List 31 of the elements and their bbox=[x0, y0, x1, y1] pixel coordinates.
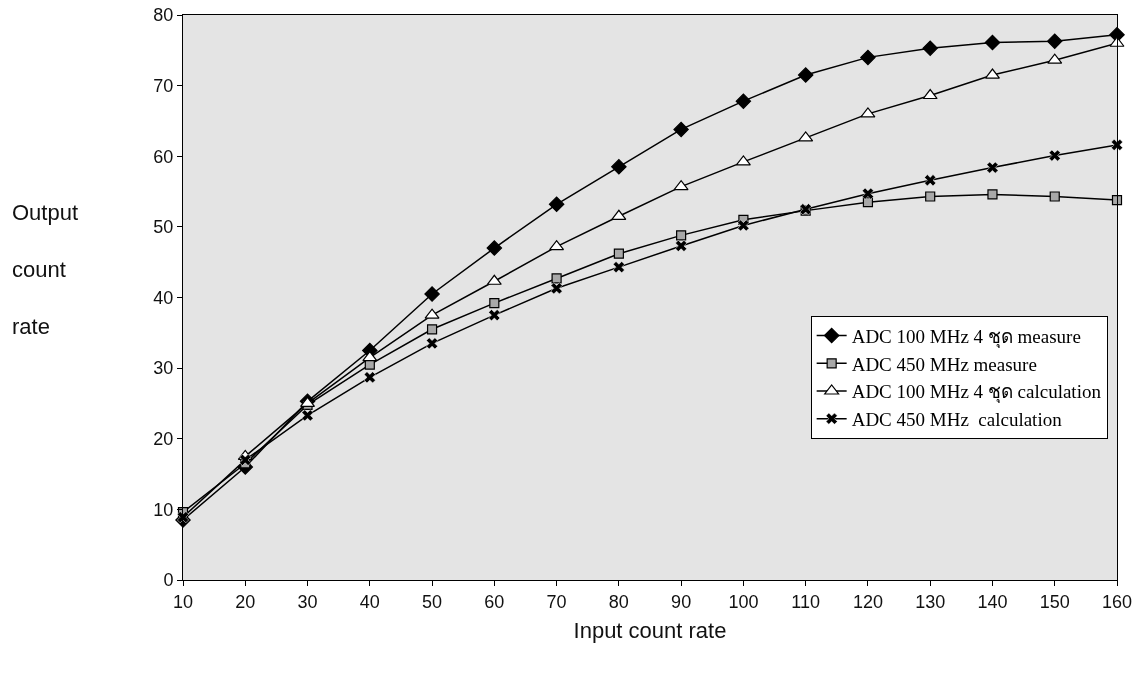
legend-label: ADC 450 MHz calculation bbox=[851, 409, 1063, 431]
y-tick-label: 40 bbox=[153, 287, 174, 308]
legend-label: ADC 100 MHz 4 ชุด calculation bbox=[851, 381, 1102, 405]
y-tick-label: 60 bbox=[153, 146, 174, 167]
x-tick-label: 160 bbox=[1101, 591, 1133, 612]
y-tick-label: 20 bbox=[153, 429, 174, 450]
x-tick-label: 80 bbox=[608, 591, 629, 612]
x-tick-label: 120 bbox=[852, 591, 883, 612]
x-tick-label: 140 bbox=[977, 591, 1008, 612]
x-tick-label: 30 bbox=[297, 591, 318, 612]
x-tick-label: 40 bbox=[359, 591, 380, 612]
x-tick-label: 50 bbox=[422, 591, 443, 612]
y-tick-label: 50 bbox=[153, 217, 174, 238]
x-tick-label: 150 bbox=[1039, 591, 1070, 612]
x-tick-label: 10 bbox=[172, 591, 194, 612]
x-axis-title: Input count rate bbox=[573, 618, 727, 644]
legend-label: ADC 450 MHz measure bbox=[851, 353, 1037, 375]
y-tick-label: 70 bbox=[153, 75, 174, 96]
y-tick-label: 10 bbox=[153, 499, 174, 520]
y-tick-label: 30 bbox=[153, 358, 174, 379]
x-tick-label: 90 bbox=[671, 591, 692, 612]
legend-label: ADC 100 MHz 4 ชุด measure bbox=[851, 326, 1081, 350]
x-tick-label: 110 bbox=[791, 591, 821, 612]
x-tick-label: 130 bbox=[915, 591, 946, 612]
x-tick-label: 60 bbox=[484, 591, 505, 612]
text: Output count rate bbox=[12, 200, 79, 340]
y-tick-label: 80 bbox=[153, 5, 174, 26]
x-tick-label: 20 bbox=[235, 591, 256, 612]
x-tick-label: 70 bbox=[546, 591, 567, 612]
y-tick-label: 0 bbox=[163, 570, 174, 591]
x-tick-label: 100 bbox=[728, 591, 759, 612]
